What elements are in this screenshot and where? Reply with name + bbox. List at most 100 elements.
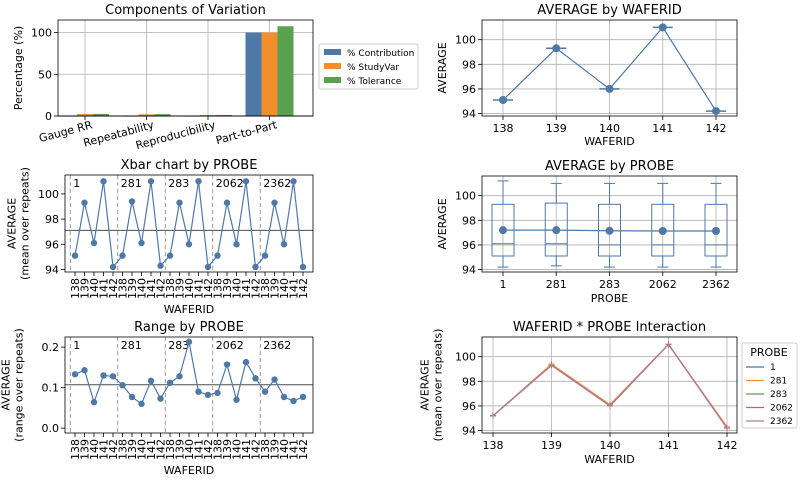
- y-axis-label-line: AVERAGE: [0, 359, 13, 410]
- x-axis-label: WAFERID: [584, 453, 634, 466]
- x-tick-label: 142: [297, 278, 310, 299]
- box-body: [651, 203, 675, 257]
- mean-point: [605, 226, 614, 235]
- x-tick-label: 2062: [649, 278, 677, 291]
- x-tick-label: 139: [174, 278, 187, 299]
- data-point: [138, 400, 145, 408]
- x-tick-label: 141: [288, 278, 301, 299]
- bar: [216, 114, 232, 116]
- group-label: 2062: [216, 177, 244, 190]
- legend-label: 1: [770, 363, 776, 373]
- data-point: [157, 395, 164, 402]
- data-point: [185, 241, 193, 248]
- x-tick-label: 142: [107, 278, 120, 299]
- data-point: [128, 393, 136, 401]
- chart-title: Xbar chart by PROBE: [121, 158, 258, 173]
- x-tick-label: 139: [221, 278, 234, 299]
- group-label: 283: [168, 177, 189, 190]
- plot-frame: [64, 336, 314, 434]
- x-axis-label: WAFERID: [164, 464, 214, 477]
- data-point: [81, 367, 88, 374]
- chart-title: Range by PROBE: [134, 320, 244, 335]
- y-tick-label: 96: [462, 239, 476, 252]
- bar: [261, 32, 278, 116]
- mean-point: [712, 227, 720, 236]
- plot-frame: [481, 19, 738, 117]
- y-tick-label: 100: [455, 34, 476, 47]
- data-point: [252, 375, 259, 382]
- x-tick-label: Part-to-Part: [214, 118, 279, 147]
- x-tick-label: 141: [193, 439, 206, 460]
- x-axis-label: PROBE: [591, 292, 628, 305]
- y-tick-label: 0.0: [42, 422, 60, 435]
- y-axis-label: AVERAGE(mean over repeats): [419, 329, 445, 442]
- x-axis-label: WAFERID: [164, 303, 214, 316]
- x-tick-label: 140: [88, 278, 101, 299]
- data-point: [109, 263, 117, 271]
- data-point: [214, 252, 221, 259]
- data-point: [119, 252, 126, 259]
- x-tick-label: 138: [117, 278, 130, 299]
- y-tick-label: 0: [45, 110, 52, 123]
- x-tick-label: 142: [155, 278, 168, 299]
- y-tick-label: 50: [38, 68, 52, 81]
- plot-frame: [481, 336, 738, 434]
- data-point: [204, 263, 212, 271]
- data-point: [499, 96, 507, 104]
- y-tick-label: 94: [45, 263, 59, 276]
- x-tick-label: 140: [136, 278, 149, 299]
- x-tick-label: 138: [69, 439, 82, 460]
- xbar-chart: Xbar chart by PROBE 94 96 98 100 AVERAGE(mean…: [6, 158, 314, 316]
- y-axis-label: AVERAGE(mean over repeats): [6, 167, 32, 280]
- bar: [77, 114, 93, 116]
- mean-point: [658, 227, 667, 236]
- box-body: [544, 202, 568, 257]
- group-label: 2062: [216, 339, 244, 352]
- legend-label: 2362: [770, 417, 793, 427]
- data-point: [712, 107, 720, 116]
- data-point: [109, 373, 117, 380]
- y-tick-label: 100: [38, 188, 59, 201]
- bar: [245, 32, 262, 116]
- mean-point: [552, 226, 561, 235]
- legend-label: 281: [770, 377, 787, 387]
- x-tick-label: 139: [79, 278, 92, 299]
- y-tick-label: 94: [462, 264, 476, 277]
- x-tick-label: 142: [250, 439, 263, 460]
- legend-label: % Tolerance: [347, 77, 402, 87]
- data-point: [81, 199, 88, 206]
- y-axis-label: AVERAGE(range over repeats): [0, 328, 26, 442]
- data-point: [242, 358, 250, 366]
- bar: [154, 114, 171, 116]
- x-tick-label: 138: [483, 439, 504, 452]
- interaction-chart: WAFERID * PROBE Interaction 94 96 98 100 AVER…: [419, 320, 798, 466]
- data-point: [176, 199, 183, 206]
- legend-swatch: [324, 49, 341, 55]
- x-axis-label: WAFERID: [584, 135, 634, 148]
- y-tick-label: 98: [45, 213, 59, 226]
- x-tick-label: 142: [107, 439, 120, 460]
- y-axis-label-line: AVERAGE: [419, 359, 432, 410]
- bar: [277, 26, 294, 116]
- x-tick-label: 140: [136, 439, 149, 460]
- data-point: [166, 252, 174, 259]
- chart-title: Components of Variation: [105, 3, 266, 18]
- x-tick-label: 140: [600, 439, 621, 452]
- mean-point: [499, 226, 507, 235]
- data-point: [128, 198, 136, 205]
- data-point: [252, 263, 259, 271]
- y-tick-label: 0.1: [42, 382, 60, 395]
- range-chart: Range by PROBE 0.0 0.1 0.2 AVERAGE(range ove…: [0, 320, 314, 477]
- x-tick-label: 140: [231, 439, 244, 460]
- x-tick-label: 141: [193, 278, 206, 299]
- y-axis-label-line: (mean over repeats): [432, 329, 445, 442]
- data-point: [223, 361, 231, 368]
- x-tick-label: 139: [269, 278, 282, 299]
- y-axis-label-line: Percentage (%): [12, 26, 25, 110]
- y-tick-label: 98: [462, 375, 476, 388]
- avg-probe-chart: AVERAGE by PROBE 94 96 98 100 AVERAGE PROBE 1 28…: [436, 159, 738, 305]
- x-tick-label: 138: [259, 278, 272, 299]
- y-tick-label: 98: [462, 58, 476, 71]
- x-tick-label: 1: [500, 278, 507, 291]
- data-point: [261, 252, 269, 259]
